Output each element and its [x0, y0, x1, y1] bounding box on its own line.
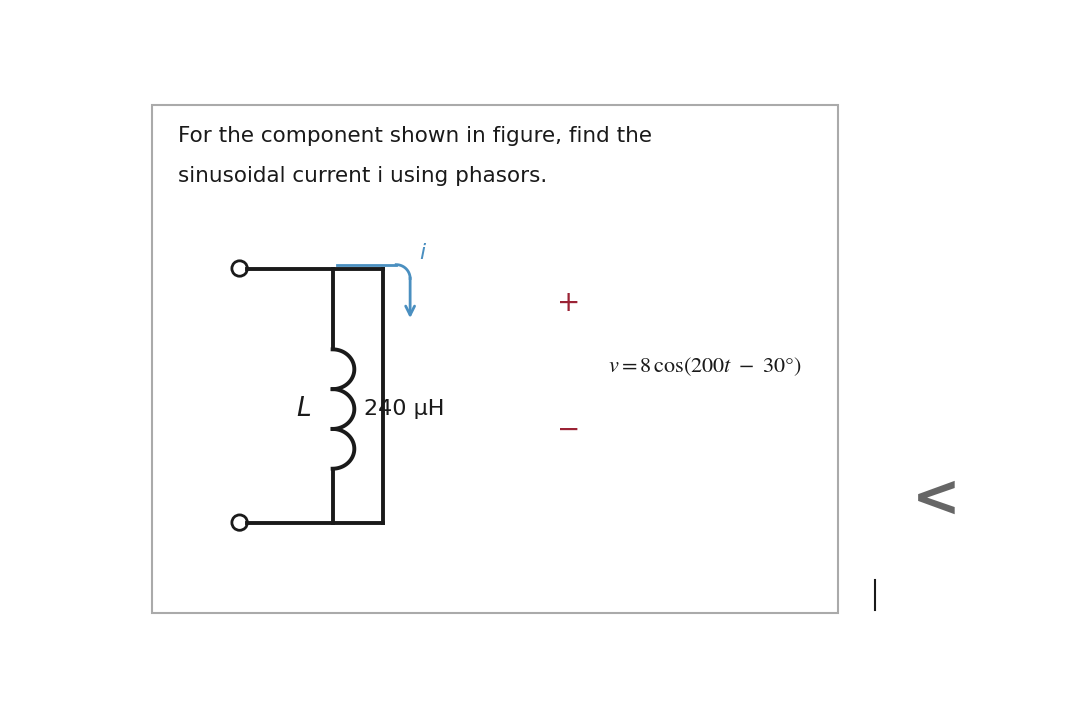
Text: 240 μH: 240 μH — [364, 399, 444, 419]
Text: −: − — [557, 416, 581, 444]
Text: +: + — [557, 289, 581, 318]
Text: <: < — [912, 471, 960, 528]
Text: For the component shown in figure, find the: For the component shown in figure, find … — [177, 126, 651, 146]
Text: L: L — [296, 396, 311, 422]
Text: sinusoidal current i using phasors.: sinusoidal current i using phasors. — [177, 166, 546, 186]
Text: i: i — [419, 243, 426, 263]
Text: $v = 8\,\cos(200t\ -\ 30°)$: $v = 8\,\cos(200t\ -\ 30°)$ — [608, 356, 801, 378]
